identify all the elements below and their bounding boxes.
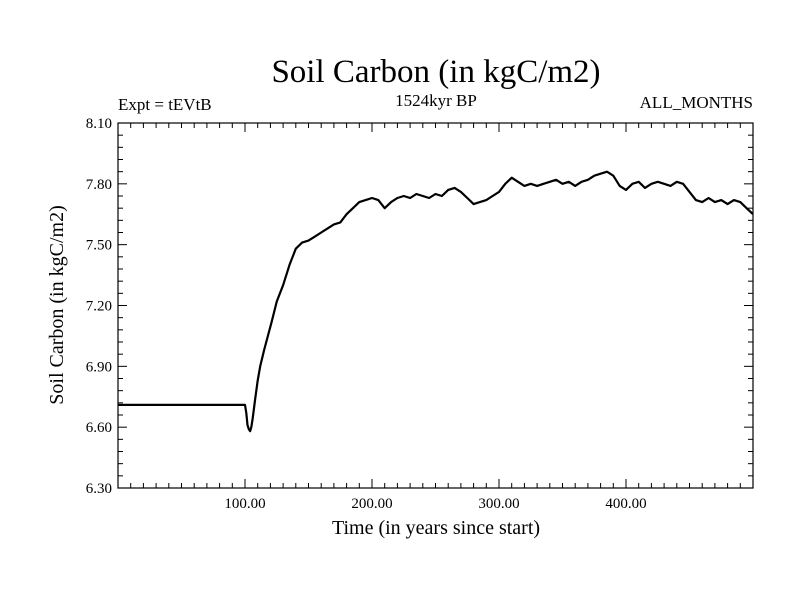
x-tick-label: 100.00 bbox=[224, 496, 265, 512]
x-tick-label: 200.00 bbox=[351, 496, 392, 512]
y-tick-label: 7.50 bbox=[86, 238, 112, 254]
x-tick-label: 400.00 bbox=[605, 496, 646, 512]
x-tick-label: 300.00 bbox=[478, 496, 519, 512]
experiment-label: Expt = tEVtB bbox=[118, 95, 212, 114]
plot-frame bbox=[117, 122, 754, 489]
y-tick-labels: 6.30 6.60 6.90 7.20 7.50 7.80 8.10 bbox=[86, 116, 112, 497]
y-tick-label: 6.60 bbox=[86, 420, 112, 436]
soil-carbon-line bbox=[118, 170, 754, 433]
y-axis-label: Soil Carbon (in kgC/m2) bbox=[46, 205, 68, 404]
period-label: 1524kyr BP bbox=[395, 91, 477, 110]
y-tick-label: 6.30 bbox=[86, 481, 112, 497]
x-tick-labels: 100.00 200.00 300.00 400.00 bbox=[224, 496, 646, 512]
y-tick-label: 6.90 bbox=[86, 359, 112, 375]
axis-ticks bbox=[118, 123, 753, 488]
chart-title: Soil Carbon (in kgC/m2) bbox=[271, 54, 600, 90]
y-tick-label: 7.80 bbox=[86, 177, 112, 193]
x-axis-label: Time (in years since start) bbox=[332, 517, 540, 539]
months-label: ALL_MONTHS bbox=[640, 93, 753, 112]
y-tick-label: 7.20 bbox=[86, 299, 112, 315]
y-tick-label: 8.10 bbox=[86, 116, 112, 132]
